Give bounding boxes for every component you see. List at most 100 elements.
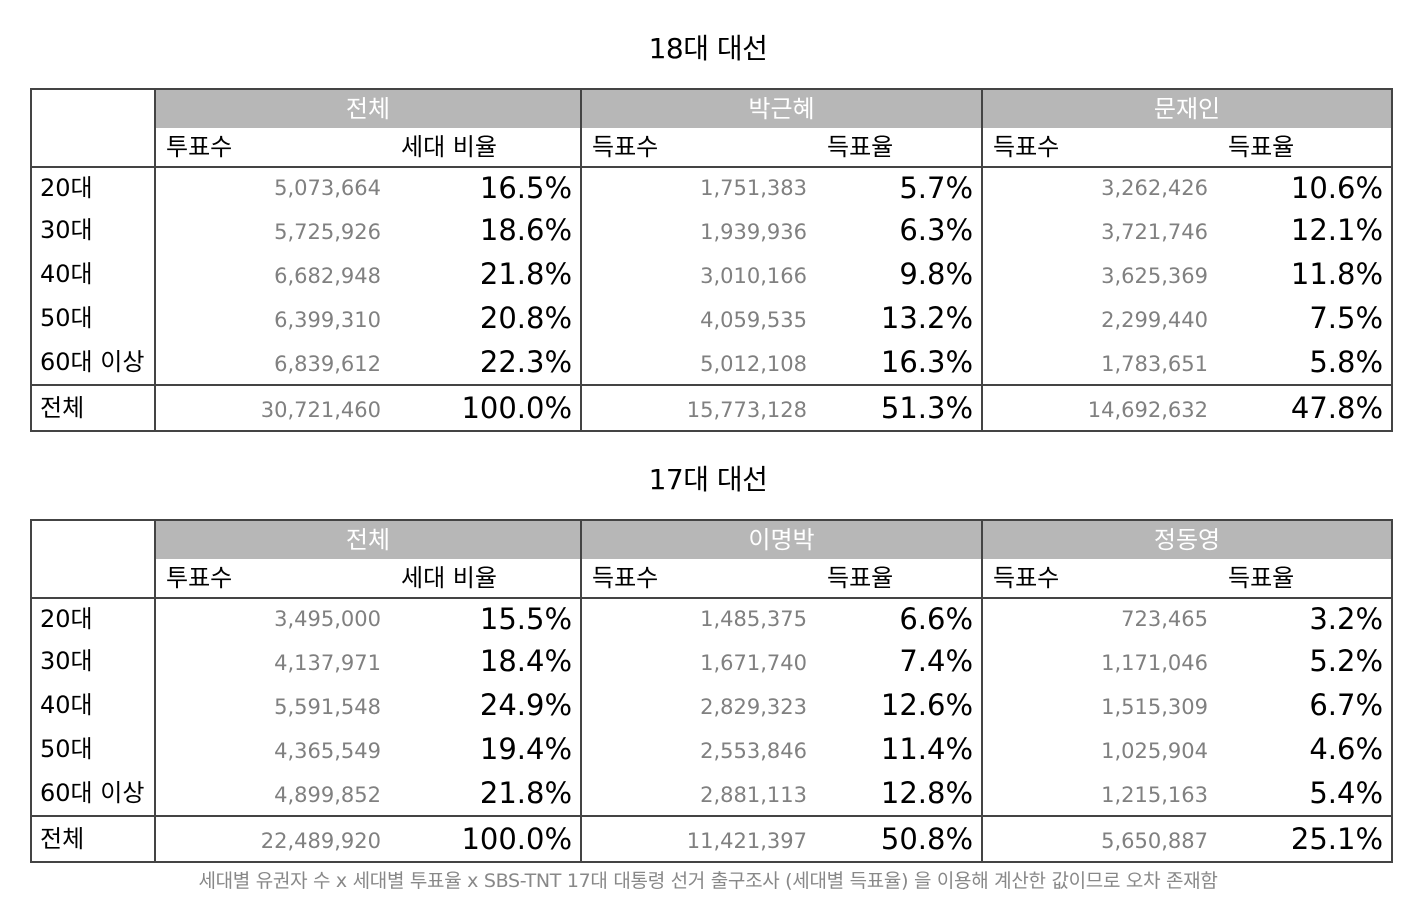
row-label: 50대 [31,727,156,771]
group-header: 박근혜 [580,89,983,128]
vote-count-cell: 1,215,163 [981,771,1219,816]
table-row: 60대 이상 4,899,852 21.8% 2,881,113 12.8% 1,215,… [31,771,1392,816]
column-header: 득표수 [981,128,1219,167]
table-row: 40대 6,682,948 21.8% 3,010,166 9.8% 3,625,369 1… [31,252,1392,296]
percent-cell: 19.4% [479,732,573,766]
percent-cell: 21.8% [479,776,573,810]
row-label: 전체 [31,815,156,862]
header-corner [31,89,156,167]
footnote: 세대별 유권자 수 x 세대별 투표율 x SBS-TNT 17대 대통령 선거… [198,870,1218,892]
percent-cell: 7.4% [899,644,974,678]
percent-cell: 100.0% [391,815,582,862]
group-header: 전체 [153,520,582,559]
vote-count-cell: 1,751,383 [580,167,818,208]
percent-cell: 21.8% [479,257,573,291]
vote-count-cell: 3,010,166 [580,252,818,296]
percent-cell: 10.6% [1290,171,1384,205]
vote-count-cell: 4,365,549 [154,727,391,771]
table-row: 40대 5,591,548 24.9% 2,829,323 12.6% 1,515,309… [31,683,1392,727]
percent-cell: 20.8% [479,301,573,335]
vote-count-cell: 2,553,846 [580,727,818,771]
vote-count-cell: 1,171,046 [981,639,1219,683]
percent-cell: 12.6% [880,688,974,722]
row-label: 20대 [31,598,156,639]
column-header: 세대 비율 [401,564,497,592]
vote-count-cell: 6,399,310 [154,296,391,340]
vote-count-cell: 4,059,535 [580,296,818,340]
table-title: 18대 대선 [648,32,768,65]
row-label: 20대 [31,167,156,208]
vote-count-cell: 5,073,664 [154,167,391,208]
vote-count-cell: 2,299,440 [981,296,1219,340]
percent-cell: 7.5% [1309,301,1384,335]
row-label: 30대 [31,639,156,683]
percent-cell: 12.8% [880,776,974,810]
column-header: 세대 비율 [401,133,497,161]
column-header: 득표수 [981,559,1219,598]
percent-cell: 6.6% [899,602,974,636]
table-row: 30대 5,725,926 18.6% 1,939,936 6.3% 3,721,746 1… [31,208,1392,252]
vote-count-cell: 5,012,108 [580,340,818,385]
percent-cell: 4.6% [1309,732,1384,766]
table-row: 50대 4,365,549 19.4% 2,553,846 11.4% 1,025,904… [31,727,1392,771]
percent-cell: 100.0% [391,384,582,431]
row-label: 30대 [31,208,156,252]
vote-count-cell: 5,591,548 [154,683,391,727]
group-header: 문재인 [981,89,1393,128]
vote-count-cell: 11,421,397 [580,815,818,862]
percent-cell: 5.2% [1309,644,1384,678]
vote-count-cell: 1,025,904 [981,727,1219,771]
table-row: 20대 5,073,664 16.5% 1,751,383 5.7% 3,262,426 1… [31,167,1392,208]
percent-cell: 12.1% [1290,213,1384,247]
row-label: 60대 이상 [31,771,156,816]
vote-count-cell: 6,839,612 [154,340,391,385]
table-row: 전체 30,721,460 100.0% 15,773,128 51.3% 14,692,… [31,384,1393,431]
row-label: 50대 [31,296,156,340]
percent-cell: 11.4% [880,732,974,766]
percent-cell: 15.5% [479,602,573,636]
column-header: 득표율 [827,133,894,161]
percent-cell: 5.8% [1309,345,1384,379]
percent-cell: 9.8% [899,257,974,291]
percent-cell: 18.4% [479,644,573,678]
vote-count-cell: 5,725,926 [154,208,391,252]
vote-count-cell: 1,939,936 [580,208,818,252]
vote-count-cell: 3,495,000 [154,598,391,639]
table-row: 20대 3,495,000 15.5% 1,485,375 6.6% 723,465 3.2… [31,598,1392,639]
column-header: 득표율 [1228,133,1295,161]
vote-count-cell: 4,899,852 [154,771,391,816]
vote-count-cell: 15,773,128 [580,384,818,431]
table-row: 50대 6,399,310 20.8% 4,059,535 13.2% 2,299,440… [31,296,1392,340]
table-title: 17대 대선 [648,463,768,496]
column-header: 투표수 [154,559,391,598]
vote-count-cell: 4,137,971 [154,639,391,683]
percent-cell: 22.3% [479,345,573,379]
percent-cell: 50.8% [817,815,983,862]
group-header: 정동영 [981,520,1393,559]
vote-count-cell: 1,783,651 [981,340,1219,385]
vote-count-cell: 1,515,309 [981,683,1219,727]
percent-cell: 3.2% [1309,602,1384,636]
column-header: 득표수 [580,559,818,598]
vote-count-cell: 1,485,375 [580,598,818,639]
percent-cell: 51.3% [817,384,983,431]
group-header: 전체 [153,89,582,128]
table-row: 60대 이상 6,839,612 22.3% 5,012,108 16.3% 1,783,… [31,340,1392,385]
vote-count-cell: 3,625,369 [981,252,1219,296]
row-label: 전체 [31,384,156,431]
vote-count-cell: 2,881,113 [580,771,818,816]
percent-cell: 24.9% [479,688,573,722]
column-header: 득표율 [827,564,894,592]
vote-count-cell: 3,721,746 [981,208,1219,252]
vote-table: 전체 이명박 정동영 투표수 세대 비율 득표수 득표율 득표수 득표율 20대 3,495,000… [30,519,1394,863]
vote-count-cell: 2,829,323 [580,683,818,727]
percent-cell: 47.8% [1218,384,1393,431]
column-header: 득표수 [580,128,818,167]
column-header: 득표율 [1228,564,1295,592]
row-label: 40대 [31,252,156,296]
vote-count-cell: 5,650,887 [981,815,1219,862]
vote-count-cell: 1,671,740 [580,639,818,683]
row-label: 60대 이상 [31,340,156,385]
percent-cell: 6.3% [899,213,974,247]
percent-cell: 6.7% [1309,688,1384,722]
